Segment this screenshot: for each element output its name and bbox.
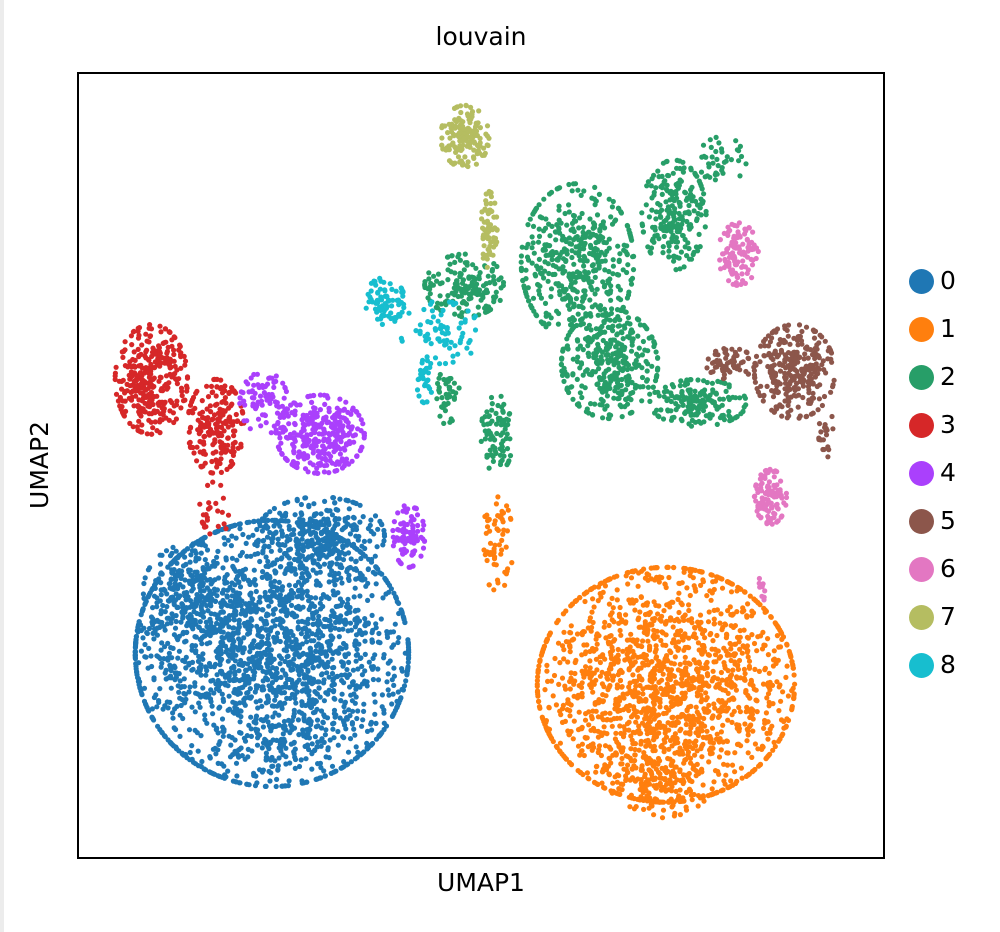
legend-label: 1 — [940, 314, 956, 343]
legend-label: 4 — [940, 458, 956, 487]
legend-label: 3 — [940, 410, 956, 439]
legend-item-7: 7 — [909, 593, 956, 641]
legend-label: 2 — [940, 362, 956, 391]
legend-item-4: 4 — [909, 449, 956, 497]
legend-label: 6 — [940, 554, 956, 583]
y-axis-label: UMAP2 — [25, 421, 54, 509]
legend-marker-icon — [909, 508, 934, 534]
legend-item-2: 2 — [909, 353, 956, 401]
legend-label: 8 — [940, 650, 956, 679]
plot-area — [77, 72, 885, 859]
left-edge-strip — [0, 0, 4, 932]
legend-marker-icon — [909, 460, 934, 486]
legend-marker-icon — [909, 364, 934, 390]
legend-marker-icon — [909, 604, 934, 630]
scatter-points — [112, 102, 837, 821]
legend-marker-icon — [909, 316, 934, 342]
chart-title: louvain — [435, 22, 527, 51]
legend-marker-icon — [909, 412, 934, 438]
legend: 0 1 2 3 4 5 6 7 8 — [909, 257, 956, 689]
legend-label: 7 — [940, 602, 956, 631]
legend-marker-icon — [909, 556, 934, 582]
legend-item-3: 3 — [909, 401, 956, 449]
legend-item-5: 5 — [909, 497, 956, 545]
legend-item-1: 1 — [909, 305, 956, 353]
legend-item-8: 8 — [909, 641, 956, 689]
legend-marker-icon — [909, 268, 934, 294]
legend-item-0: 0 — [909, 257, 956, 305]
x-axis-label: UMAP1 — [437, 868, 525, 897]
legend-label: 0 — [940, 266, 956, 295]
legend-item-6: 6 — [909, 545, 956, 593]
legend-label: 5 — [940, 506, 956, 535]
legend-marker-icon — [909, 652, 934, 678]
